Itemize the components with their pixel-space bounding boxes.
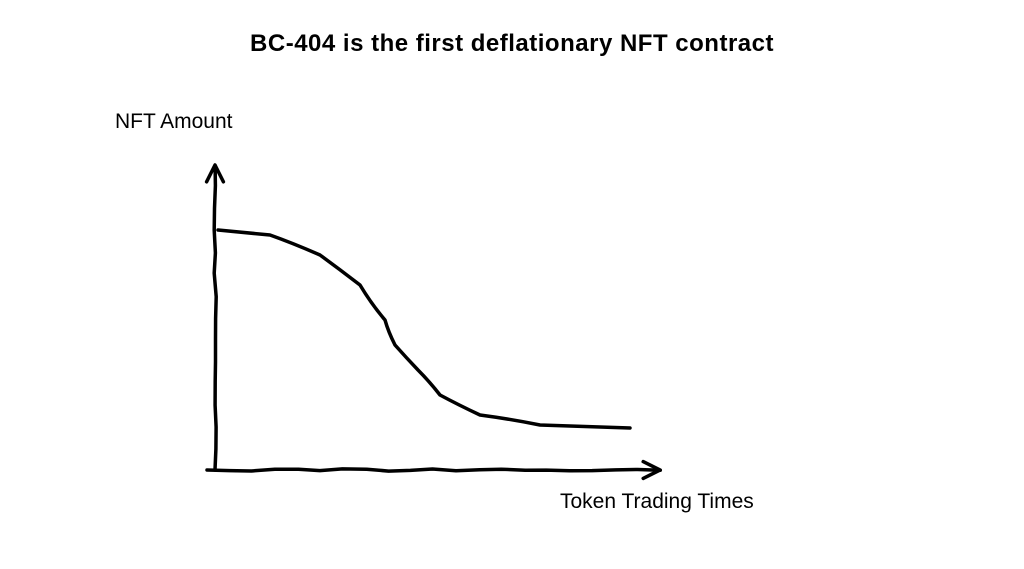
chart-svg xyxy=(0,0,1024,569)
x-axis xyxy=(207,469,660,471)
data-curve xyxy=(218,230,630,428)
chart-container: BC-404 is the first deflationary NFT con… xyxy=(0,0,1024,569)
y-axis xyxy=(214,166,216,470)
